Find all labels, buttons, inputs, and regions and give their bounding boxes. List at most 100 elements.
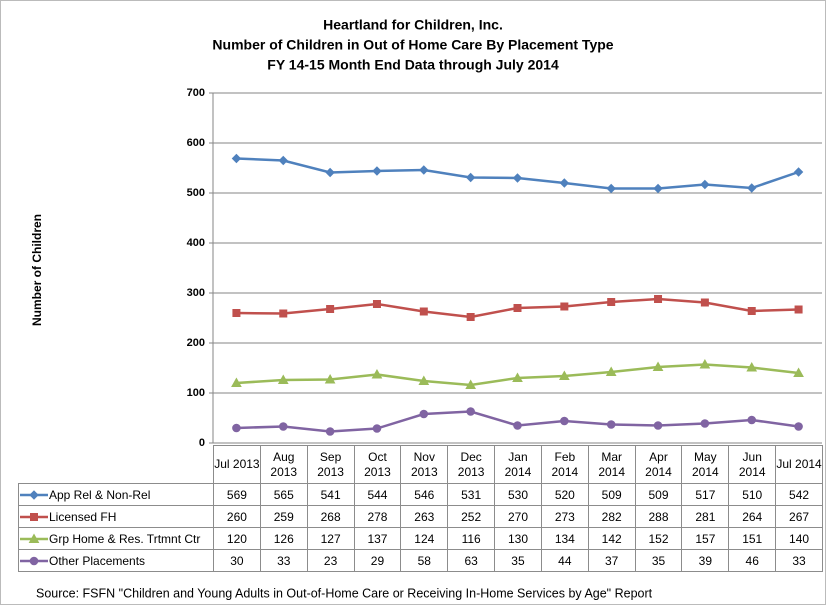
legend-label: Other Placements	[49, 553, 146, 568]
legend-key	[20, 513, 48, 522]
table-value: 151	[728, 527, 777, 550]
marker	[325, 167, 335, 178]
table-value: 259	[259, 505, 308, 528]
marker	[560, 302, 569, 311]
table-value: 30	[213, 549, 261, 572]
table-value: 37	[587, 549, 636, 572]
marker	[793, 367, 804, 377]
chart-title: Number of Children in Out of Home Care B…	[212, 37, 613, 53]
legend-key	[20, 533, 48, 544]
table-value: 270	[494, 505, 542, 528]
marker	[232, 309, 241, 317]
legend-entry: Licensed FH	[18, 505, 214, 528]
table-value: 531	[447, 483, 496, 506]
marker	[324, 373, 336, 384]
table-value: 126	[259, 527, 308, 550]
marker	[372, 424, 382, 433]
marker	[606, 183, 616, 194]
y-tick-label: 0	[199, 437, 205, 449]
marker	[560, 416, 569, 426]
table-value: 288	[634, 505, 683, 528]
marker	[513, 304, 522, 312]
marker	[371, 368, 383, 379]
marker	[700, 298, 709, 307]
table-value: 39	[681, 549, 730, 572]
x-tick-label: May 2014	[681, 445, 730, 484]
marker	[419, 165, 429, 175]
table-value: 120	[213, 527, 261, 550]
x-tick-label: Sep 2013	[306, 445, 355, 484]
marker	[793, 167, 804, 177]
marker	[746, 361, 758, 372]
x-tick-label: Jul 2014	[775, 445, 823, 484]
table-row: Grp Home & Res. Trtmnt Ctr 120 126 127 137 12…	[18, 527, 823, 550]
marker	[419, 409, 429, 419]
legend-marker	[30, 513, 38, 522]
marker	[653, 183, 663, 194]
table-row: App Rel & Non-Rel 569 565 541 544 546 531 530 52…	[18, 483, 823, 506]
marker	[278, 155, 288, 166]
marker	[512, 173, 523, 183]
table-value: 157	[681, 527, 730, 550]
marker	[700, 179, 710, 190]
marker	[231, 377, 242, 387]
legend-marker	[29, 557, 39, 566]
table-value: 137	[353, 527, 402, 550]
source: Source: FSFN "Children and Young Adults …	[36, 586, 653, 600]
y-axis-label: Number of Children	[30, 214, 44, 326]
table-value: 264	[728, 505, 777, 528]
table-value: 530	[494, 483, 542, 506]
x-tick-label: Nov 2013	[400, 445, 449, 484]
marker	[654, 295, 663, 303]
table-value: 140	[775, 527, 823, 550]
marker	[653, 421, 663, 430]
table-value: 565	[259, 483, 308, 506]
legend-marker	[28, 533, 40, 544]
table-value: 252	[447, 505, 496, 528]
legend-marker	[29, 490, 39, 501]
table-value: 35	[494, 549, 542, 572]
marker	[512, 372, 523, 382]
marker	[747, 307, 756, 315]
table-value: 282	[587, 505, 636, 528]
marker	[326, 305, 335, 313]
legend-key	[20, 490, 48, 501]
y-tick-label: 700	[187, 87, 205, 99]
table-value: 46	[728, 549, 777, 572]
table-row: Other Placements 30 33 23 29 58 63 35 44 37 35 39 46…	[18, 549, 823, 572]
y-tick-label: 600	[187, 137, 205, 149]
table-value: 546	[400, 483, 449, 506]
table-value: 569	[213, 483, 261, 506]
table-value: 29	[353, 549, 402, 572]
y-tick-label: 200	[187, 337, 205, 349]
marker	[794, 305, 803, 314]
legend-label: App Rel & Non-Rel	[49, 487, 151, 502]
marker	[325, 427, 335, 436]
y-tick-label: 500	[187, 187, 205, 199]
table-value: 33	[775, 549, 823, 572]
x-tick-label: Dec 2013	[447, 445, 496, 484]
table-value: 134	[540, 527, 589, 550]
x-tick-label: Mar 2014	[587, 445, 636, 484]
marker	[372, 300, 381, 308]
marker	[747, 183, 757, 193]
legend-label: Grp Home & Res. Trtmnt Ctr	[49, 531, 201, 546]
table-value: 542	[775, 483, 823, 506]
legend-entry: App Rel & Non-Rel	[18, 483, 214, 506]
table-value: 541	[306, 483, 355, 506]
marker	[559, 178, 570, 188]
blank	[18, 445, 214, 484]
x-tick-label: Oct 2013	[353, 445, 402, 484]
x-tick-label: Feb 2014	[540, 445, 589, 484]
marker	[466, 313, 475, 321]
table-value: 142	[587, 527, 636, 550]
table-value: 509	[587, 483, 636, 506]
marker	[794, 422, 803, 431]
marker	[652, 361, 664, 371]
table-value: 267	[775, 505, 823, 528]
legend-entry: Other Placements	[18, 549, 214, 572]
table-value: 263	[400, 505, 449, 528]
marker	[700, 419, 710, 428]
marker	[465, 379, 477, 389]
